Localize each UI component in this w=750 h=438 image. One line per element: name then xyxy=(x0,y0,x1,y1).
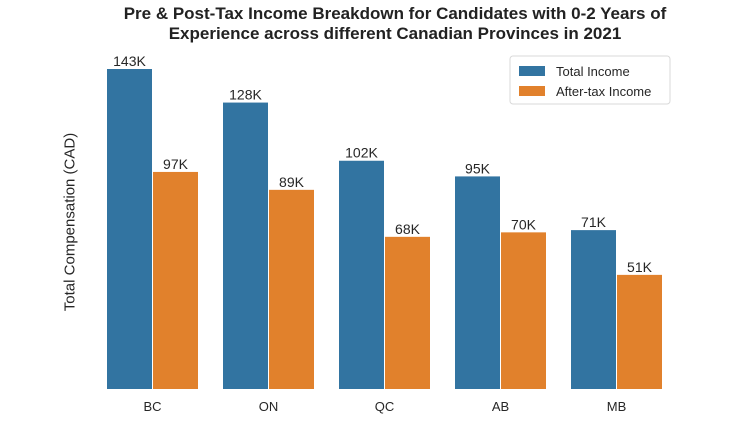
bar-mb-total xyxy=(571,230,616,389)
data-label: 95K xyxy=(465,160,491,176)
bar-ab-after-tax xyxy=(501,232,546,389)
bar-bc-after-tax xyxy=(153,171,198,389)
x-tick-label-ab: AB xyxy=(492,399,509,414)
x-tick-label-qc: QC xyxy=(375,399,395,414)
legend-box xyxy=(509,55,671,105)
bar-qc-total xyxy=(339,160,384,389)
x-tick-label-bc: BC xyxy=(143,399,161,414)
data-label: 128K xyxy=(229,87,262,103)
data-label: 97K xyxy=(163,156,189,172)
data-label: 89K xyxy=(279,174,305,190)
bar-qc-after-tax xyxy=(385,236,430,389)
legend-swatch-after-tax xyxy=(519,86,545,96)
data-label: 70K xyxy=(511,216,537,232)
legend-label-after-tax: After-tax Income xyxy=(556,84,651,99)
data-label: 51K xyxy=(627,259,653,275)
data-label: 68K xyxy=(395,221,421,237)
bar-bc-total xyxy=(107,69,152,389)
chart-title: Pre & Post-Tax Income Breakdown for Cand… xyxy=(123,4,667,43)
bar-on-after-tax xyxy=(269,189,314,389)
bar-mb-after-tax xyxy=(617,274,662,389)
bar-ab-total xyxy=(455,176,500,389)
legend-label-total: Total Income xyxy=(556,64,630,79)
x-tick-label-mb: MB xyxy=(607,399,627,414)
data-label: 102K xyxy=(345,145,378,161)
x-tick-label-on: ON xyxy=(259,399,279,414)
data-label: 71K xyxy=(581,214,607,230)
legend-swatch-total xyxy=(519,66,545,76)
data-label: 143K xyxy=(113,53,146,69)
bar-on-total xyxy=(223,102,268,389)
